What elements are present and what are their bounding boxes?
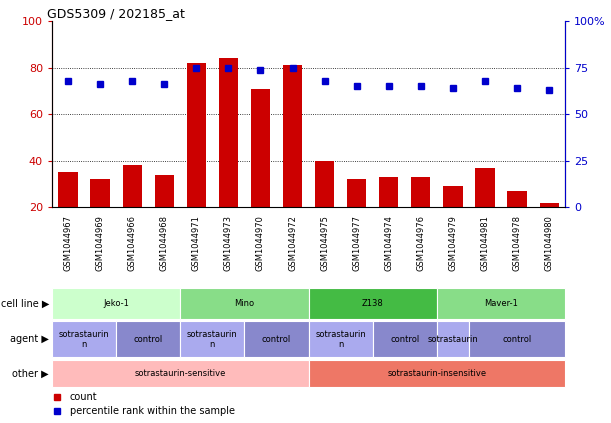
Text: control: control [134,335,163,344]
Bar [411,177,430,207]
Text: GSM1044969: GSM1044969 [95,215,104,271]
Bar [507,191,527,207]
Text: GDS5309 / 202185_at: GDS5309 / 202185_at [47,7,185,20]
Bar [59,173,78,207]
Text: sotrastaurin: sotrastaurin [428,335,478,344]
Text: GSM1044970: GSM1044970 [256,215,265,271]
Text: GSM1044971: GSM1044971 [192,215,201,271]
Bar [116,321,180,357]
Text: GSM1044974: GSM1044974 [384,215,393,271]
Text: GSM1044968: GSM1044968 [159,215,169,272]
Bar [283,65,302,207]
Text: GSM1044979: GSM1044979 [448,215,458,271]
Bar [309,288,437,319]
Text: Maver-1: Maver-1 [484,299,518,308]
Text: GSM1044976: GSM1044976 [416,215,425,272]
Text: Z138: Z138 [362,299,384,308]
Text: GSM1044981: GSM1044981 [480,215,489,271]
Text: GSM1044972: GSM1044972 [288,215,297,271]
Bar [469,321,565,357]
Text: GSM1044978: GSM1044978 [513,215,522,272]
Bar [219,58,238,207]
Bar [373,321,437,357]
Bar [315,161,334,207]
Text: GSM1044973: GSM1044973 [224,215,233,272]
Bar [90,179,110,207]
Bar [122,165,142,207]
Text: sotrastaurin
n: sotrastaurin n [59,330,109,349]
Text: GSM1044966: GSM1044966 [128,215,137,272]
Bar [540,203,558,207]
Text: control: control [390,335,419,344]
Bar [347,179,367,207]
Bar [52,321,116,357]
Bar [437,321,469,357]
Bar [437,288,565,319]
Bar [244,321,309,357]
Text: Jeko-1: Jeko-1 [103,299,129,308]
Text: agent ▶: agent ▶ [10,335,49,344]
Text: cell line ▶: cell line ▶ [1,299,49,308]
Text: sotrastaurin-sensitive: sotrastaurin-sensitive [134,369,226,378]
Text: GSM1044967: GSM1044967 [64,215,73,272]
Text: control: control [262,335,291,344]
Bar [180,288,309,319]
Bar [155,175,174,207]
Bar [443,186,463,207]
Bar [379,177,398,207]
Bar [187,63,206,207]
Bar [475,168,495,207]
Bar [309,321,373,357]
Text: count: count [70,392,98,401]
Bar [52,360,309,387]
Text: percentile rank within the sample: percentile rank within the sample [70,407,235,416]
Text: sotrastaurin-insensitive: sotrastaurin-insensitive [387,369,486,378]
Text: GSM1044977: GSM1044977 [352,215,361,272]
Text: sotrastaurin
n: sotrastaurin n [187,330,238,349]
Bar [309,360,565,387]
Text: GSM1044975: GSM1044975 [320,215,329,271]
Text: control: control [502,335,532,344]
Bar [251,88,270,207]
Bar [52,288,180,319]
Text: GSM1044980: GSM1044980 [544,215,554,271]
Text: sotrastaurin
n: sotrastaurin n [315,330,366,349]
Text: Mino: Mino [235,299,254,308]
Bar [180,321,244,357]
Text: other ▶: other ▶ [12,368,49,378]
